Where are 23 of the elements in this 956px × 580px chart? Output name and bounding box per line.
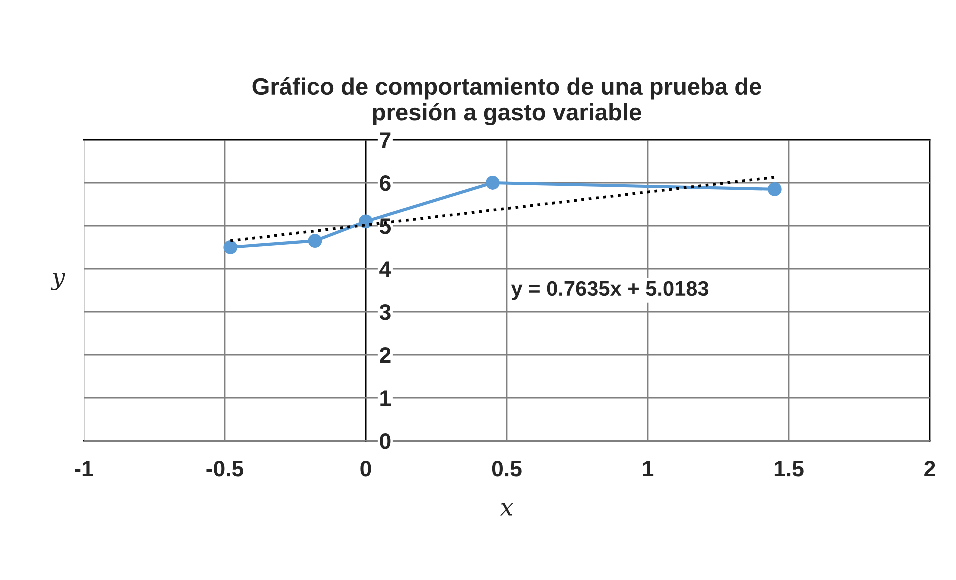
x-axis-title: x [500, 504, 514, 516]
point [308, 234, 322, 248]
chart-title: Gráfico de comportamiento de una prueba de presión a gasto variable [252, 78, 762, 126]
y-tick-label: 0 [380, 434, 391, 450]
x-tick-label: 0.5 [492, 461, 522, 477]
x-tick-label: 2 [924, 461, 936, 477]
y-tick-label: 3 [380, 304, 391, 320]
x-tick-label: 1 [643, 461, 654, 477]
y-tick-label: 4 [380, 262, 392, 278]
y-tick-label: 1 [380, 390, 392, 406]
point [224, 240, 238, 254]
y-tick-label: 7 [380, 132, 391, 148]
x-tick-label: -1 [74, 461, 94, 477]
y-axis-title: y [51, 273, 66, 290]
annotation: y = 0.7635x + 5.0183 [511, 281, 709, 300]
x-tick-label: 1.5 [774, 461, 804, 477]
y-tick-label: 2 [380, 348, 391, 364]
x-tick-label: -0.5 [206, 461, 244, 477]
y-tick-label: 6 [380, 176, 391, 192]
x-tick-label: 0 [360, 461, 372, 477]
point [486, 176, 500, 190]
point [768, 182, 782, 196]
y-tick-label: 5 [380, 218, 392, 234]
